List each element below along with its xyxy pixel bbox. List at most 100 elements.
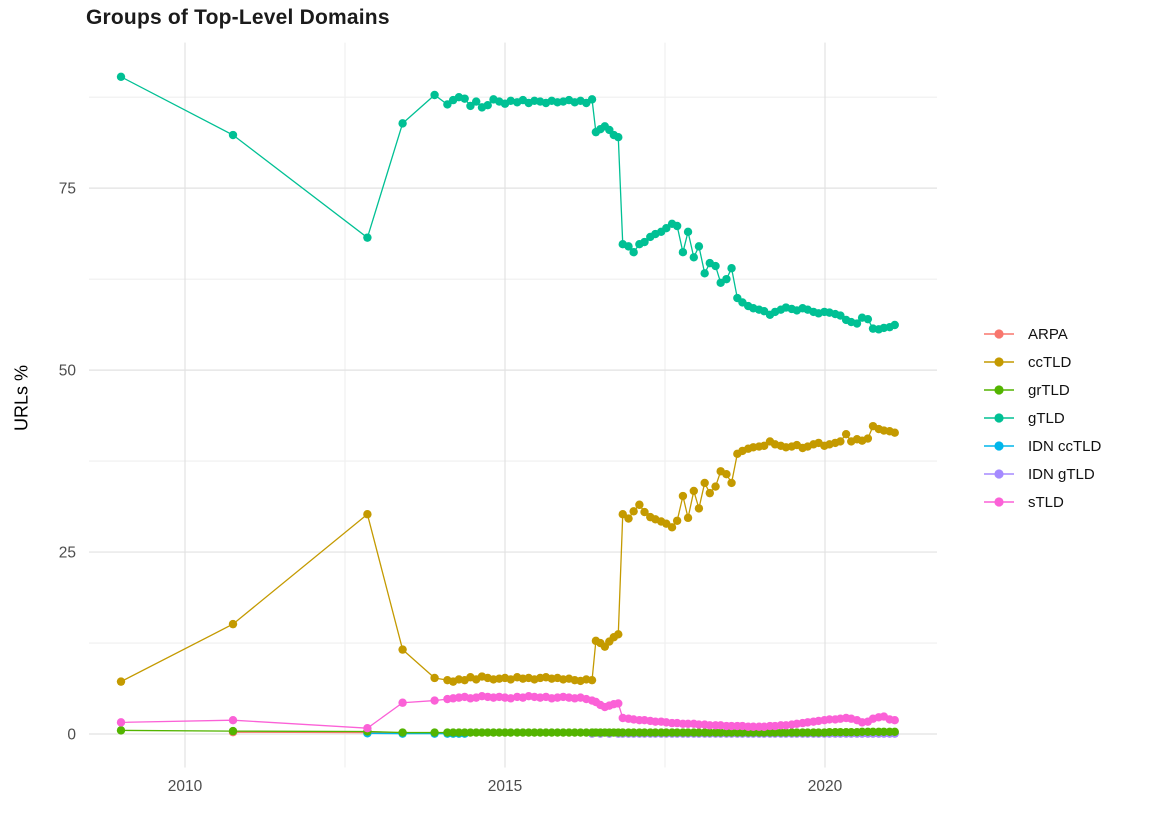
data-point (705, 488, 714, 498)
data-point (672, 728, 682, 737)
data-point (722, 274, 731, 284)
data-point (760, 728, 769, 737)
data-point (614, 133, 623, 142)
data-point (711, 482, 720, 491)
data-point (430, 728, 439, 737)
legend-label: gTLD (1028, 409, 1065, 427)
series-sTLD (116, 691, 899, 733)
data-point (228, 619, 238, 629)
legend-key-icon (984, 357, 1014, 367)
data-point (890, 320, 899, 330)
data-point (460, 728, 469, 737)
data-point (547, 728, 556, 737)
series-ARPA (228, 728, 407, 738)
data-point (678, 491, 688, 501)
data-point (890, 715, 899, 725)
data-point (398, 119, 407, 128)
data-point (662, 728, 671, 737)
data-point (825, 715, 834, 724)
grid-minor (89, 42, 937, 768)
data-point (472, 728, 481, 737)
data-point (836, 311, 845, 320)
legend-key-icon (984, 385, 1014, 395)
x-tick-label: 2015 (488, 778, 522, 795)
y-tick-label: 0 (67, 726, 76, 743)
data-point (512, 728, 522, 737)
data-point (495, 728, 504, 737)
data-point (890, 428, 899, 437)
data-point (570, 728, 579, 737)
chart-title: Groups of Top-Level Domains (86, 6, 390, 29)
data-point (700, 478, 709, 488)
data-point (770, 728, 780, 737)
legend-label: sTLD (1028, 493, 1064, 511)
data-point (506, 675, 515, 684)
data-point (618, 510, 627, 519)
data-point (466, 101, 475, 111)
data-point (524, 728, 533, 737)
data-point (430, 696, 439, 705)
data-point (483, 100, 492, 110)
data-point (857, 727, 867, 737)
data-point (727, 728, 736, 737)
data-point (722, 469, 731, 479)
data-point (506, 96, 515, 106)
data-point (727, 264, 736, 273)
data-point (454, 728, 464, 737)
data-point (541, 728, 551, 737)
data-point (683, 728, 693, 737)
data-point (651, 728, 660, 737)
data-point (841, 429, 851, 439)
data-point (564, 728, 574, 737)
data-point (116, 72, 126, 82)
data-point (624, 514, 633, 523)
legend-item-gTLD: gTLD (982, 404, 1101, 432)
data-point (587, 95, 597, 104)
data-point (868, 727, 878, 737)
legend-key-icon (984, 497, 1014, 507)
data-point (553, 728, 562, 737)
data-point (700, 269, 709, 278)
legend-label: IDN gTLD (1028, 465, 1095, 483)
data-point (500, 728, 510, 737)
data-point (398, 645, 407, 654)
series-gTLD (116, 72, 899, 334)
data-point (116, 677, 126, 686)
legend-key-icon (984, 413, 1014, 423)
data-point (836, 728, 845, 737)
data-point (672, 221, 682, 231)
data-point (640, 237, 649, 247)
data-point (614, 630, 623, 639)
data-point (363, 510, 372, 519)
data-point (466, 728, 475, 737)
data-point (678, 248, 688, 257)
data-point (460, 94, 469, 103)
x-tick-label: 2020 (808, 778, 843, 795)
data-point (803, 728, 812, 737)
data-point (587, 675, 597, 685)
data-point (624, 242, 633, 251)
data-point (614, 699, 623, 708)
data-point (559, 728, 568, 737)
legend-item-ccTLD: ccTLD (982, 348, 1101, 376)
data-point (582, 728, 591, 737)
data-point (430, 673, 439, 683)
legend-item-grTLD: grTLD (982, 376, 1101, 404)
y-axis-title: URLs % (11, 364, 32, 432)
data-point (814, 728, 823, 737)
data-point (635, 500, 644, 509)
legend-key-icon (984, 329, 1014, 339)
data-point (863, 434, 873, 443)
data-point (879, 727, 889, 737)
data-point (651, 717, 660, 726)
data-point (618, 728, 627, 737)
data-point (483, 728, 492, 737)
data-point (398, 698, 407, 707)
data-point (506, 728, 515, 737)
data-point (749, 728, 758, 737)
tick-labels: 2010 2015 2020 0 25 50 75 (59, 180, 843, 795)
legend-item-ARPA: ARPA (982, 320, 1101, 348)
data-point (825, 728, 834, 737)
data-point (640, 507, 649, 517)
